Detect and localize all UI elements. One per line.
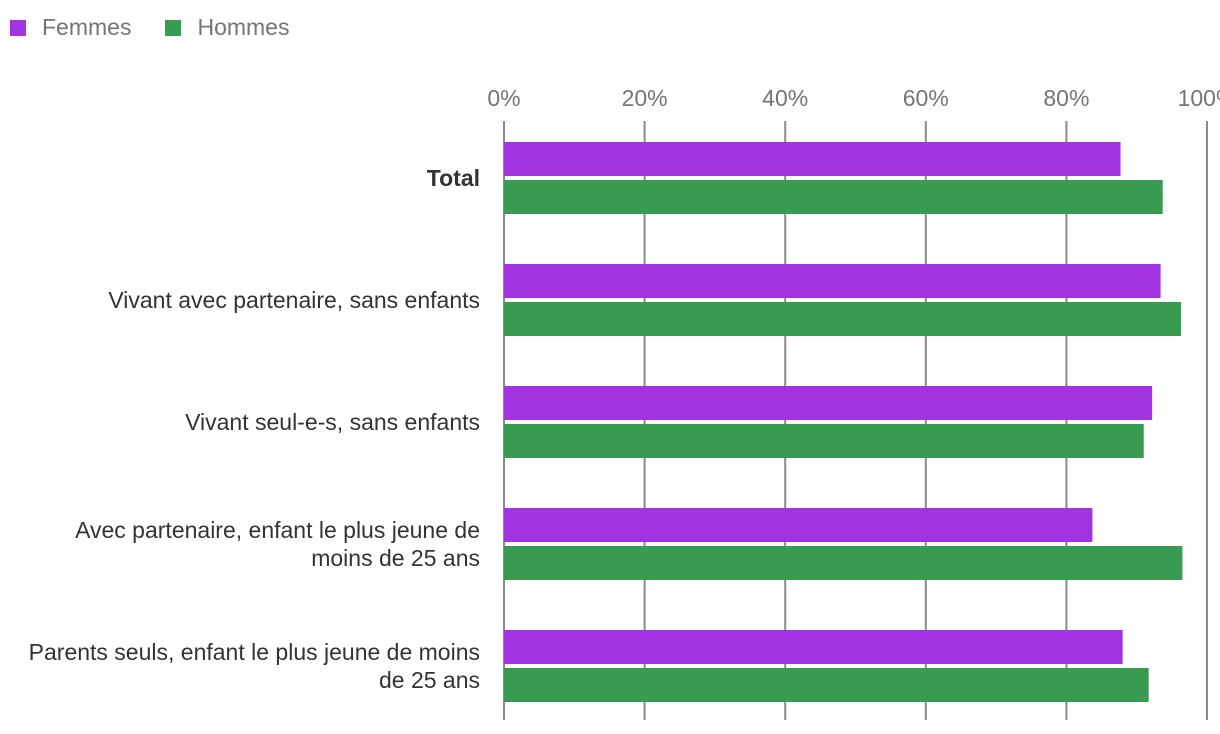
legend-label-hommes: Hommes [197,14,290,40]
legend-swatch-femmes [10,19,26,36]
x-tick-label: 0% [487,85,520,111]
category-label: Vivant seul-e-s, sans enfants [185,409,480,435]
bar-femmes-1[interactable] [504,264,1161,298]
category-label: Parents seuls, enfant le plus jeune de m… [29,639,480,693]
bar-hommes-3[interactable] [504,546,1183,580]
x-tick-label: 20% [622,85,668,111]
x-tick-label: 100% [1178,85,1220,111]
category-label: Avec partenaire, enfant le plus jeune de… [75,517,480,571]
legend-item-hommes[interactable]: Hommes [165,14,289,41]
category-label: Vivant avec partenaire, sans enfants [108,287,480,313]
category-label: Total [427,165,480,191]
bar-hommes-0[interactable] [504,180,1163,214]
bar-femmes-0[interactable] [504,142,1121,176]
x-tick-label: 40% [762,85,808,111]
legend-swatch-hommes [165,19,182,36]
legend-item-femmes[interactable]: Femmes [10,14,131,41]
legend: Femmes Hommes [10,14,289,41]
legend-label-femmes: Femmes [42,14,132,40]
x-tick-label: 60% [903,85,949,111]
bar-femmes-4[interactable] [504,630,1123,664]
x-tick-label: 80% [1043,85,1089,111]
bar-hommes-4[interactable] [504,668,1149,702]
bar-hommes-1[interactable] [504,302,1181,336]
bar-hommes-2[interactable] [504,424,1144,458]
bar-femmes-2[interactable] [504,386,1153,420]
bar-femmes-3[interactable] [504,508,1093,542]
